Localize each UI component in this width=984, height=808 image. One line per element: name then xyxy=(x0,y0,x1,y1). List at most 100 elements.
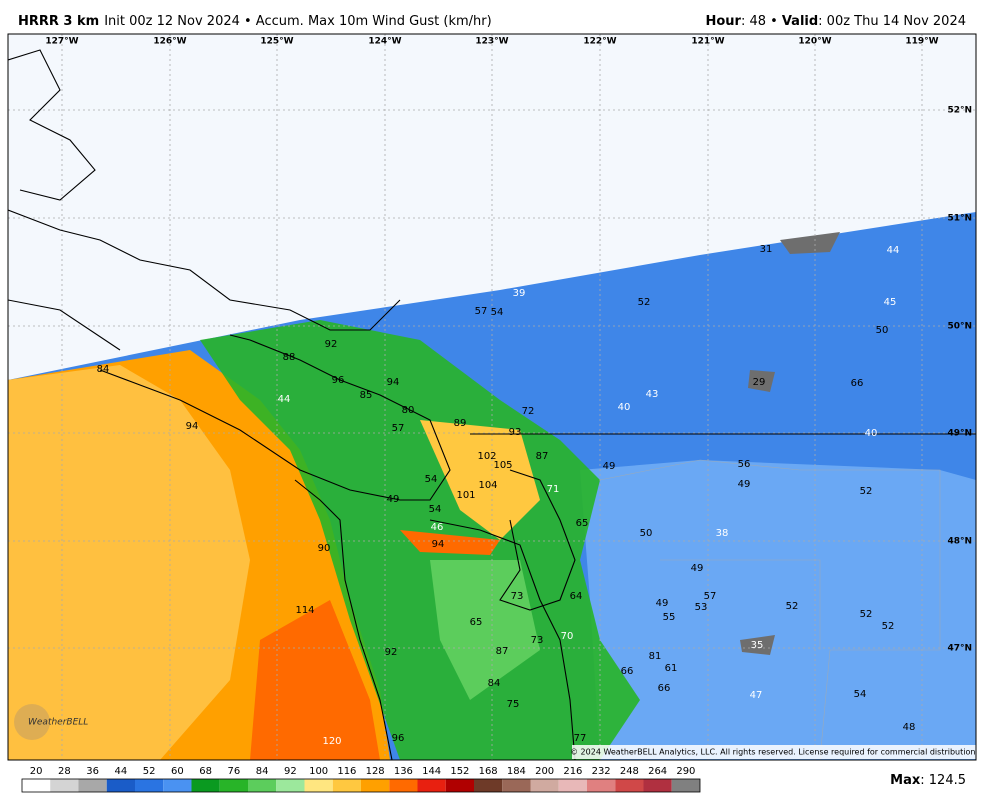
gust-label: 40 xyxy=(865,428,878,439)
map-frame xyxy=(7,33,977,761)
gust-label: 72 xyxy=(522,406,535,417)
gust-label: 44 xyxy=(278,394,291,405)
gust-label: 73 xyxy=(511,591,524,602)
gust-label: 47 xyxy=(750,690,763,701)
colorbar-cell xyxy=(417,779,446,792)
ocean-strong xyxy=(250,600,380,760)
gust-label: 49 xyxy=(738,479,751,490)
copyright: © 2024 WeatherBELL Analytics, LLC. All r… xyxy=(570,748,978,757)
colorbar-label: 144 xyxy=(422,766,441,777)
colorbar-cell xyxy=(587,779,616,792)
county-lines xyxy=(599,459,941,760)
colorbar-label: 20 xyxy=(30,766,43,777)
model: HRRR 3 km xyxy=(18,14,99,29)
colorbar-cell xyxy=(445,779,474,792)
colorbar-label: 76 xyxy=(228,766,241,777)
longitude-label: 119°W xyxy=(905,37,938,47)
longitude-label: 120°W xyxy=(798,37,831,47)
gust-label: 31 xyxy=(760,244,773,255)
colorbar-cell xyxy=(276,779,305,792)
gust-label: 88 xyxy=(283,352,296,363)
longitude-label: 124°W xyxy=(368,37,401,47)
gust-label: 29 xyxy=(753,377,766,388)
colorbar-cell xyxy=(643,779,672,792)
gust-label: 54 xyxy=(429,504,442,515)
gust-label: 73 xyxy=(531,635,544,646)
gust-label: 96 xyxy=(332,375,345,386)
gust-label: 92 xyxy=(385,647,398,658)
colorbar-cell xyxy=(332,779,361,792)
gust-label: 94 xyxy=(432,539,445,550)
colorbar-cell xyxy=(530,779,559,792)
gust-label: 49 xyxy=(603,461,616,472)
strait-strong xyxy=(400,530,500,555)
map: 127°W 126°W 125°W 124°W 123°W 122°W 121°W 120°W… xyxy=(7,33,978,761)
colorbar-cell xyxy=(50,779,79,792)
colorbar-label: 36 xyxy=(86,766,99,777)
logo-text: WeatherBELL xyxy=(28,718,88,728)
gust-label: 90 xyxy=(318,543,331,554)
longitude-label: 127°W xyxy=(45,37,78,47)
gust-label: 96 xyxy=(392,733,405,744)
colorbar-label: 152 xyxy=(450,766,469,777)
gust-label: 39 xyxy=(513,288,526,299)
gust-label: 94 xyxy=(186,421,199,432)
gust-label: 43 xyxy=(646,389,659,400)
gust-label: 61 xyxy=(665,663,678,674)
latitude-label: 51°N xyxy=(947,214,972,224)
gust-label: 120 xyxy=(322,736,341,747)
gust-label: 54 xyxy=(854,689,867,700)
colorbar-label: 84 xyxy=(256,766,269,777)
vancouver-island xyxy=(99,334,451,501)
gust-label: 46 xyxy=(431,522,444,533)
longitude-label: 126°W xyxy=(153,37,186,47)
longitude-label: 122°W xyxy=(583,37,616,47)
colorbar: 20 28 36 44 52 60 68 76 84 92 100 116 128 136 144 152 16… xyxy=(21,766,701,793)
gust-label: 57 xyxy=(392,423,405,434)
gust-label: 55 xyxy=(663,612,676,623)
gust-label: 49 xyxy=(656,598,669,609)
gust-label: 114 xyxy=(295,605,314,616)
gust-label: 50 xyxy=(640,528,653,539)
colorbar-label: 200 xyxy=(535,766,554,777)
gust-label: 64 xyxy=(570,591,583,602)
colorbar-label: 60 xyxy=(171,766,184,777)
ocean-light xyxy=(8,365,250,760)
colorbar-cell xyxy=(671,779,700,792)
gust-label: 80 xyxy=(402,405,415,416)
gust-label: 102 xyxy=(477,451,496,462)
longitude-label: 121°W xyxy=(691,37,724,47)
gust-label: 89 xyxy=(454,418,467,429)
gust-label: 87 xyxy=(496,646,509,657)
coastline-south xyxy=(294,469,576,760)
gust-label: 38 xyxy=(716,528,729,539)
interior-field xyxy=(580,460,976,760)
gust-label: 93 xyxy=(509,427,522,438)
colorbar-label: 116 xyxy=(337,766,356,777)
colorbar-cell xyxy=(78,779,107,792)
gust-label: 85 xyxy=(360,390,373,401)
latitude-label: 52°N xyxy=(947,106,972,116)
gust-label: 71 xyxy=(547,484,560,495)
colorbar-cell xyxy=(106,779,135,792)
latitude-label: 48°N xyxy=(947,537,972,547)
gust-label: 77 xyxy=(574,733,587,744)
colorbar-cell xyxy=(502,779,531,792)
sound-field xyxy=(430,560,540,700)
gust-label: 57 xyxy=(704,591,717,602)
gust-label: 49 xyxy=(387,494,400,505)
gust-label: 54 xyxy=(425,474,438,485)
colorbar-cell xyxy=(615,779,644,792)
gust-label: 87 xyxy=(536,451,549,462)
gust-label: 56 xyxy=(738,459,751,470)
colorbar-cell xyxy=(163,779,192,792)
valid-value: : 00z Thu 14 Nov 2024 xyxy=(818,14,966,29)
max-value: : 124.5 xyxy=(920,773,966,788)
gust-label: 52 xyxy=(860,486,873,497)
title: HRRR 3 km Init 00z 12 Nov 2024 • Accum. M… xyxy=(18,14,492,29)
colorbar-label: 216 xyxy=(563,766,582,777)
colorbar-label: 28 xyxy=(58,766,71,777)
gust-label: 70 xyxy=(561,631,574,642)
gust-label: 66 xyxy=(851,378,864,389)
colorbar-label: 248 xyxy=(620,766,639,777)
